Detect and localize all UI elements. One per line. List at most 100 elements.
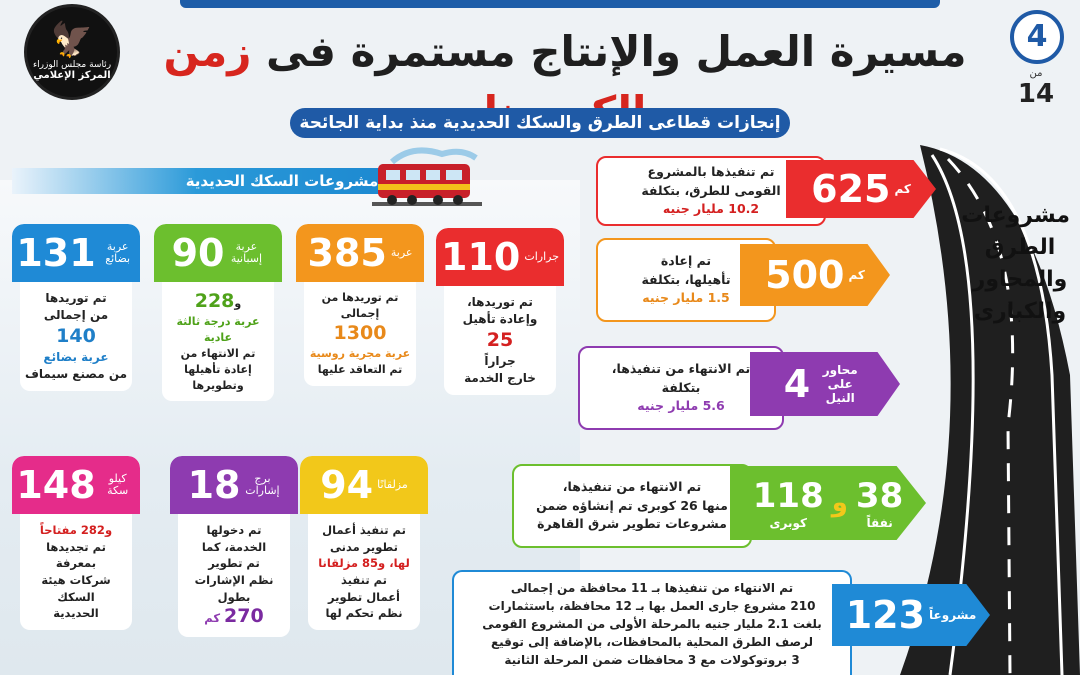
card-text: عربة درجة ثالثة عادية [176, 314, 260, 344]
card-unit: كم [204, 611, 221, 626]
train-icon [372, 147, 482, 206]
road-item-text: بتكلفة [661, 379, 701, 395]
card-number: 18 [187, 463, 241, 507]
road-tag-unit: محاور على النيل [822, 363, 858, 405]
card-text: تم تنفيذ [341, 573, 387, 588]
road-tag-4: محاور على النيل 4 [750, 352, 900, 416]
card-highlight: 140 [56, 324, 96, 347]
road-item-text: تأهيلها، بتكلفة [641, 271, 731, 287]
road-item-axes-text: تم الانتهاء من تنفيذها، بتكلفة 5.6 مليار… [578, 346, 784, 430]
road-tag-number: 500 [765, 253, 845, 297]
railway-header: مشروعات السكك الحديدية [12, 168, 422, 194]
card-highlight: 270 [224, 605, 264, 628]
card-unit: برج إشارات [245, 471, 280, 497]
card-text: إعادة تأهيلها وتطويرها [184, 362, 252, 392]
card-unit: عربة [390, 245, 413, 259]
road-tag-number: 118 [752, 476, 824, 516]
card-text: تم التعاقد عليها [317, 362, 403, 376]
card-text: تم توريدها، [467, 295, 533, 309]
road-tag-unit: مشروعاً [929, 608, 977, 622]
road-tag-number: 4 [783, 362, 811, 406]
card-text: تم تنفيذ أعمال [322, 523, 406, 537]
road-item-text: تم الانتهاء من تنفيذها، [562, 478, 702, 494]
logo-line2: المركز الإعلامي [33, 70, 111, 81]
card-text: تم توريدها من [321, 291, 399, 304]
card-text: بمعرفة [55, 556, 97, 571]
road-item-text: منها 26 كوبرى تم إنشاؤه ضمن [536, 497, 728, 513]
card-coaches: عربة 385 تم توريدها من إجمالى 1300 عربة م… [296, 224, 424, 410]
card-text: و [234, 297, 242, 310]
road-tag-bridges: 38 نفقاً و 118 كوبرى [730, 466, 926, 540]
road-tag-625: كم 625 [786, 160, 936, 218]
road-item-text: 210 مشروع جارى العمل بها بـ 12 محافظة، ب… [488, 598, 816, 613]
road-item-text: مشروعات تطوير شرق القاهرة [537, 516, 727, 532]
card-crossings: مزلقانًا 94 تم تنفيذ أعمال تطوير مدنى لها… [300, 456, 428, 652]
card-text: نظم تحكم لها [325, 606, 403, 621]
road-item-text: بلغت 2.1 مليار جنيه بالمرحلة الأولى من ا… [482, 616, 822, 631]
page-current: 4 [1010, 10, 1064, 64]
roads-label-line: والمحاور [972, 266, 1068, 292]
card-text: نظم الإشارات [194, 573, 274, 588]
card-text: بطول [217, 589, 251, 604]
road-tag-123: مشروعاً 123 [832, 584, 990, 646]
card-locomotives: جرارات 110 تم توريدها، وإعادة تأهيل 25 جر… [436, 228, 564, 418]
card-text: تم تطوير [208, 556, 260, 571]
subtitle-banner: إنجازات قطاعى الطرق والسكك الحديدية منذ … [290, 108, 790, 138]
road-item-text: تم إعادة [660, 252, 712, 268]
card-text: تم تجديدها [46, 539, 106, 554]
roads-label-line: الطرق [984, 234, 1056, 260]
card-number: 131 [16, 231, 96, 275]
page-total: 14 [1017, 79, 1055, 109]
card-number: 148 [16, 463, 96, 507]
card-text: تطوير مدنى [330, 539, 398, 554]
card-freight-wagons: عربة بضائع 131 تم توريدها من إجمالى 140 ع… [12, 224, 140, 414]
roads-label: مشروعات الطرق والمحاور والكبارى [961, 200, 1070, 328]
card-unit: جرارات [524, 249, 559, 263]
card-highlight: 228 [194, 290, 235, 312]
cabinet-logo: 🦅 رئاسة مجلس الوزراء المركز الإعلامي [20, 4, 120, 102]
card-text: تم دخولها [206, 523, 262, 537]
road-tag-unit: كم [848, 268, 865, 282]
card-unit: عربة بضائع [105, 239, 131, 265]
card-text: تم الانتهاء من [180, 346, 256, 360]
card-number: 94 [320, 463, 374, 507]
road-item-text: لرصف الطرق المحلية بالمحافظات، بالإضافة … [490, 634, 814, 649]
card-text: السكك [57, 589, 95, 604]
card-text: خارج الخدمة [464, 370, 536, 385]
card-text: جراراً [484, 353, 516, 368]
page-badge: 4 من 14 [1008, 10, 1064, 120]
card-unit: مزلقانًا [377, 477, 408, 491]
road-tag-number: 625 [811, 167, 891, 211]
card-text: عربة مجرية روسية [309, 346, 411, 360]
card-text: من مصنع سيماف [24, 366, 128, 381]
page-title: مسيرة العمل والإنتاج مستمرة فى زمن الكور… [130, 22, 1000, 142]
title-part1: مسيرة العمل والإنتاج مستمرة فى [266, 27, 967, 76]
card-number: 385 [307, 231, 387, 275]
card-highlight: 1300 [333, 321, 387, 344]
card-text: وإعادة تأهيل [462, 312, 538, 327]
road-tag-and: و [831, 488, 848, 518]
road-tag-500: كم 500 [740, 244, 890, 306]
road-item-highlight: 1.5 مليار جنيه [642, 290, 730, 306]
card-text: الخدمة، كما [201, 539, 267, 554]
roads-label-line: والكبارى [973, 298, 1067, 324]
road-item-highlight: 5.6 مليار جنيه [637, 398, 725, 414]
card-text: لها، و85 مزلقانا [318, 556, 410, 571]
roads-label-line: مشروعات [961, 203, 1070, 228]
road-tag-unit: كوبرى [769, 516, 807, 530]
road-item-text: تم الانتهاء من تنفيذها بـ 11 محافظة من إ… [510, 580, 794, 595]
road-item-text: 3 بروتوكولات مع 3 محافظات ضمن المرحلة ال… [504, 652, 800, 667]
page-of: من [1029, 68, 1043, 79]
card-text: عربة بضائع [43, 349, 109, 364]
road-item-projects-text: تم الانتهاء من تنفيذها بـ 11 محافظة من إ… [452, 570, 852, 675]
road-item-highlight: 10.2 مليار جنيه [662, 201, 760, 217]
eagle-icon: 🦅 [50, 20, 94, 60]
road-tag-number: 38 [855, 476, 904, 516]
road-tag-unit: نفقاً [866, 516, 893, 530]
road-item-text: القومى للطرق، بتكلفة [641, 182, 781, 198]
card-text: شركات هيئة [41, 573, 111, 588]
road-tag-unit: كم [894, 182, 911, 196]
road-item-text: تم الانتهاء من تنفيذها، [611, 360, 751, 376]
card-unit: كيلو سكة [107, 471, 129, 497]
card-unit: عربة إسبانية [230, 239, 263, 265]
